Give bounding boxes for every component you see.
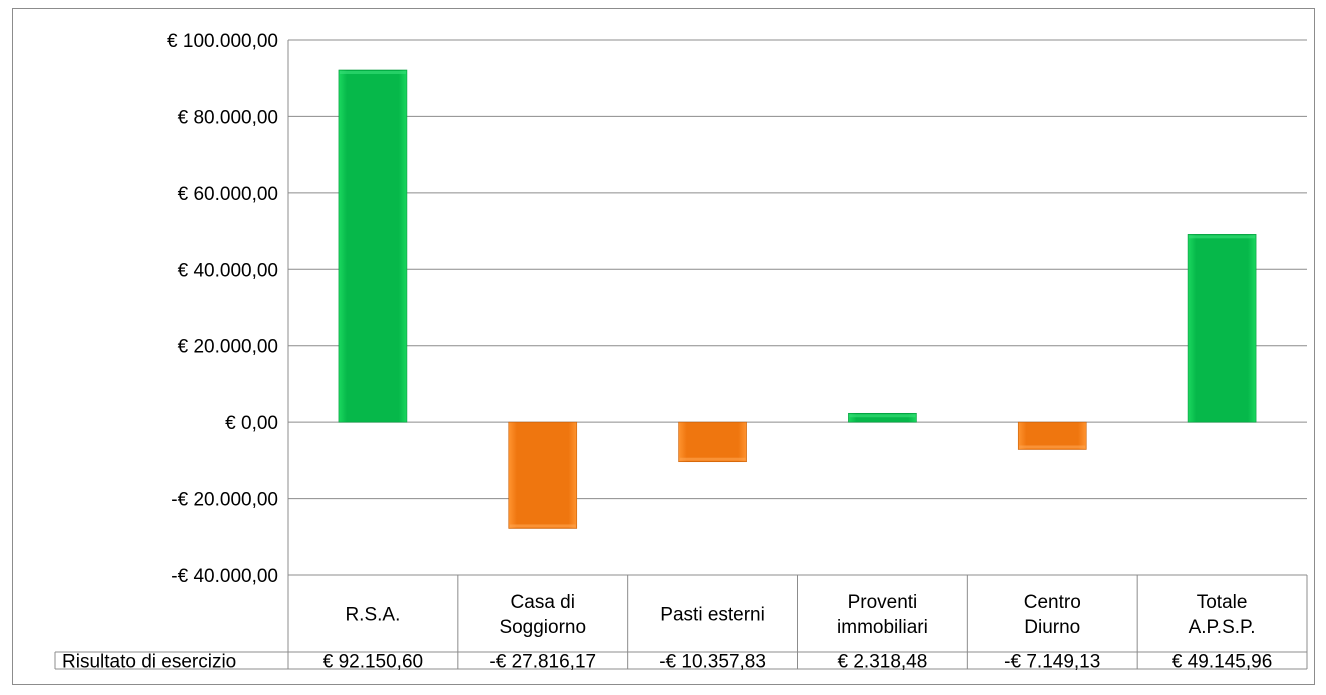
y-tick-label: € 20.000,00 (178, 337, 278, 358)
data-table: R.S.A. Casa di Soggiorno Pasti esterni Prove… (54, 574, 1308, 673)
bar-highlight (509, 524, 576, 528)
category-label: Proventi (848, 592, 918, 613)
category-label: Diurno (1024, 617, 1080, 638)
bar (1017, 421, 1087, 450)
chart-frame (12, 8, 1315, 685)
y-tick-label: € 60.000,00 (178, 184, 278, 205)
series-name: Risultato di esercizio (62, 652, 236, 673)
category-label: A.P.S.P. (1189, 617, 1256, 638)
data-label: -€ 7.149,13 (1004, 652, 1100, 673)
category-label: immobiliari (837, 617, 928, 638)
bars (338, 69, 1257, 529)
bar (508, 421, 578, 529)
category-label: Centro (1024, 592, 1081, 613)
bar (678, 421, 747, 463)
bar (848, 412, 917, 423)
bar-highlight (849, 414, 916, 418)
bar-highlight (679, 457, 746, 461)
category-label: R.S.A. (345, 605, 400, 626)
y-tick-label: -€ 40.000,00 (171, 566, 278, 587)
y-tick-label: € 100.000,00 (167, 31, 278, 52)
bar-highlight (339, 70, 406, 74)
y-axis: € 100.000,00 € 80.000,00 € 60.000,00 € 40.0… (167, 31, 289, 669)
data-label: -€ 27.816,17 (489, 652, 596, 673)
y-tick-label: -€ 20.000,00 (171, 490, 278, 511)
bar-highlight (1019, 445, 1086, 449)
data-label: € 2.318,48 (838, 652, 928, 673)
data-label: -€ 10.357,83 (659, 652, 766, 673)
category-label: Soggiorno (499, 617, 586, 638)
category-label: Totale (1197, 592, 1248, 613)
data-label: € 92.150,60 (323, 652, 423, 673)
data-label: € 49.145,96 (1172, 652, 1272, 673)
gridlines (288, 39, 1307, 576)
bar-highlight (1189, 235, 1256, 239)
category-label: Casa di (511, 592, 575, 613)
bar (1187, 234, 1257, 423)
y-tick-label: € 40.000,00 (178, 260, 278, 281)
y-tick-label: € 0,00 (225, 413, 278, 434)
y-tick-label: € 80.000,00 (178, 107, 278, 128)
category-label: Pasti esterni (660, 605, 765, 626)
bar (338, 69, 408, 423)
